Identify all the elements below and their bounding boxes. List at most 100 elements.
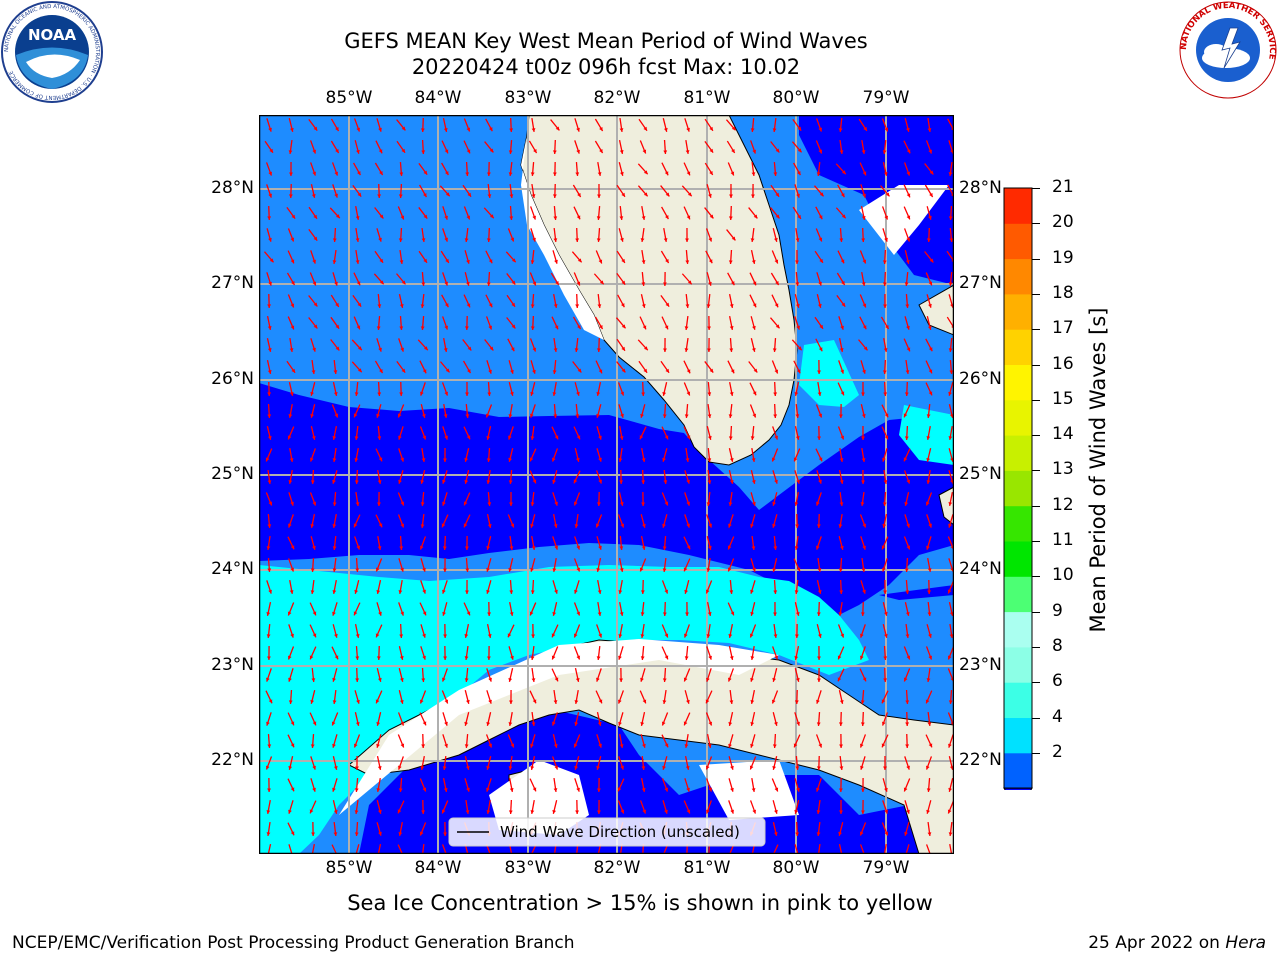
wave-direction-arrow [571, 251, 583, 263]
wave-direction-arrow [597, 601, 602, 617]
wave-direction-arrow [310, 536, 316, 550]
wave-direction-arrow [794, 470, 800, 484]
wave-direction-arrow [464, 667, 469, 683]
wave-direction-arrow [729, 689, 734, 705]
wave-direction-arrow [530, 315, 535, 331]
wave-direction-arrow [948, 492, 954, 506]
wave-direction-arrow [376, 668, 382, 682]
wave-direction-arrow [529, 272, 537, 286]
wave-direction-arrow [464, 250, 470, 264]
wave-direction-arrow [463, 294, 471, 308]
wave-direction-arrow [839, 733, 843, 749]
wave-direction-arrow [815, 734, 823, 748]
wave-direction-arrow [815, 140, 823, 154]
wave-direction-arrow [837, 426, 845, 440]
wave-direction-arrow [596, 645, 601, 661]
wave-direction-arrow [729, 337, 734, 353]
wave-direction-arrow [508, 646, 514, 660]
map-legend: Wind Wave Direction (unscaled) [448, 817, 766, 847]
lat-tick-right: 27°N [959, 273, 1002, 293]
wave-direction-arrow [266, 118, 272, 132]
wave-direction-arrow [441, 140, 449, 154]
wave-direction-arrow [949, 227, 954, 243]
wave-direction-arrow [728, 734, 734, 748]
lon-tick-top: 80°W [772, 88, 820, 108]
wave-direction-arrow [816, 624, 822, 638]
wave-direction-arrow [773, 623, 778, 639]
wave-direction-arrow [507, 228, 515, 242]
wave-direction-arrow [485, 250, 493, 264]
wave-direction-arrow [704, 162, 714, 176]
wave-direction-arrow [486, 624, 492, 638]
wave-direction-arrow [594, 316, 604, 330]
wave-direction-arrow [706, 491, 711, 507]
wave-direction-arrow [707, 315, 711, 331]
wave-direction-arrow [266, 712, 272, 726]
lon-tick-bottom: 83°W [504, 858, 552, 878]
colorbar-tick-label: 9 [1052, 600, 1063, 621]
wave-direction-arrow [310, 338, 316, 352]
wave-direction-arrow [308, 317, 318, 329]
wave-direction-arrow [353, 404, 361, 418]
wave-direction-arrow [289, 447, 294, 463]
wave-direction-arrow [639, 426, 647, 440]
wave-direction-arrow [925, 756, 933, 770]
wave-direction-arrow [332, 756, 338, 770]
wave-direction-arrow [880, 185, 890, 197]
colorbar-segment [1004, 576, 1032, 613]
wave-direction-arrow [486, 756, 492, 770]
wave-direction-arrow [267, 645, 271, 661]
wave-direction-arrow [882, 228, 888, 242]
wave-direction-arrow [265, 162, 273, 176]
wave-direction-arrow [483, 207, 495, 219]
wave-direction-arrow [882, 139, 887, 155]
colorbar-tick-label: 17 [1052, 318, 1074, 339]
wave-direction-arrow [594, 140, 604, 154]
wave-direction-arrow [728, 205, 733, 221]
wave-direction-arrow [705, 228, 713, 242]
wave-direction-arrow [529, 602, 537, 616]
wave-direction-arrow [903, 668, 911, 682]
wave-direction-arrow [816, 536, 822, 550]
wave-direction-arrow [439, 185, 451, 197]
wave-direction-arrow [706, 293, 711, 309]
wave-direction-arrow [420, 404, 426, 418]
wave-direction-arrow [464, 756, 470, 770]
wave-direction-arrow [463, 492, 471, 506]
wave-direction-arrow [509, 491, 513, 507]
wave-direction-arrow [817, 645, 821, 661]
wave-direction-arrow [816, 580, 822, 594]
wave-direction-arrow [354, 777, 359, 793]
wave-direction-arrow [572, 361, 582, 373]
wave-direction-arrow [596, 404, 602, 418]
wave-direction-arrow [616, 250, 626, 264]
wave-direction-arrow [442, 535, 447, 551]
wave-direction-arrow [529, 778, 537, 792]
wave-direction-arrow [662, 667, 667, 683]
wave-direction-arrow [948, 778, 954, 792]
lat-tick-left: 26°N [211, 369, 254, 389]
wave-direction-arrow [948, 205, 953, 221]
wave-direction-arrow [751, 447, 756, 463]
wave-direction-arrow [596, 558, 602, 572]
wave-direction-arrow [883, 843, 887, 854]
wave-direction-arrow [772, 117, 777, 133]
wave-direction-arrow [772, 822, 778, 836]
wave-direction-arrow [551, 668, 559, 682]
wave-direction-arrow [641, 271, 646, 287]
wave-direction-arrow [660, 294, 670, 308]
wave-direction-arrow [421, 447, 426, 463]
wave-direction-arrow [531, 667, 536, 683]
wave-direction-arrow [507, 734, 515, 748]
wave-direction-arrow [332, 778, 338, 792]
wave-direction-arrow [397, 492, 405, 506]
wave-direction-arrow [530, 579, 535, 595]
wave-direction-arrow [419, 602, 427, 616]
wave-direction-arrow [442, 580, 448, 594]
wave-direction-arrow [903, 338, 911, 352]
wave-direction-arrow [751, 777, 756, 793]
wave-direction-arrow [705, 756, 713, 770]
wave-direction-arrow [749, 294, 757, 308]
lon-tick-bottom: 84°W [414, 858, 462, 878]
wave-direction-arrow [728, 470, 734, 484]
